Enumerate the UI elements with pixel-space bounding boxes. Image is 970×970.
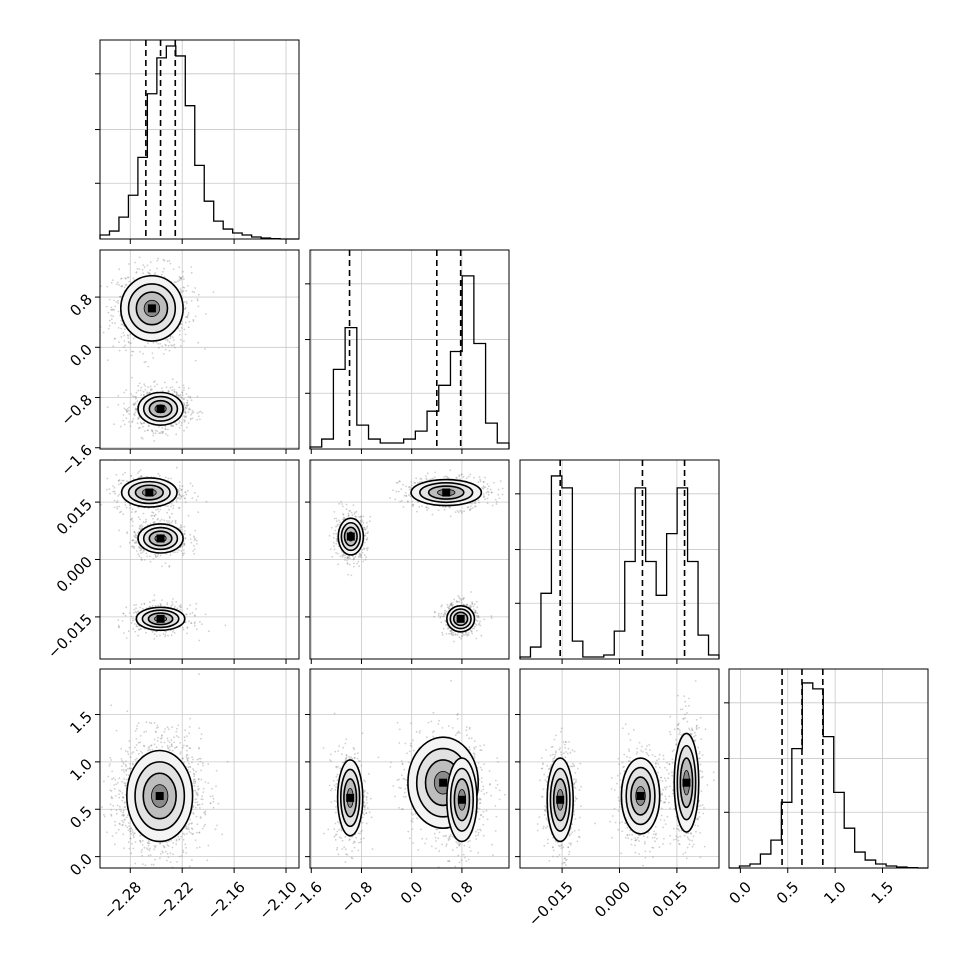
x-tick-label-2-2: 0.015 (649, 878, 692, 921)
x-tick-label-3-0: 0.0 (726, 878, 756, 908)
y-tick-label-1-1: −0.8 (58, 391, 96, 429)
density-peak-3-2-2 (682, 778, 691, 787)
density-peak-2-1-2 (456, 614, 465, 623)
histogram-2 (519, 475, 720, 659)
y-tick-label-2-2: 0.015 (53, 495, 96, 538)
panel-3-3 (724, 668, 929, 873)
density-peak-3-1-2 (457, 795, 466, 804)
density-peak-2-1-1 (346, 532, 355, 541)
y-tick-label-3-3: 1.5 (66, 708, 96, 738)
density-peak-2-1-0 (442, 488, 451, 497)
histogram-1 (309, 275, 510, 449)
x-tick-label-3-1: 0.5 (773, 878, 803, 908)
panel-1-1 (305, 249, 510, 454)
x-tick-label-3-3: 1.5 (868, 878, 898, 908)
panel-0-0 (95, 39, 300, 244)
y-tick-label-1-2: 0.0 (66, 341, 96, 371)
density-peak-2-0-1 (156, 534, 165, 543)
y-tick-label-3-1: 0.5 (66, 803, 96, 833)
panel-2-1 (305, 459, 510, 664)
panel-3-1 (305, 668, 510, 873)
x-tick-label-1-1: −0.8 (338, 878, 376, 916)
density-peak-1-0-0 (147, 304, 156, 313)
density-peak-3-2-1 (636, 791, 645, 800)
density-peak-3-1-0 (346, 793, 355, 802)
panel-2-0 (95, 459, 300, 664)
density-peak-2-0-0 (145, 488, 154, 497)
x-tick-label-1-3: 0.8 (447, 878, 477, 908)
x-tick-label-0-1: −2.22 (152, 878, 197, 923)
x-tick-label-2-0: −0.015 (525, 878, 577, 930)
x-tick-label-0-0: −2.28 (100, 878, 145, 923)
y-tick-label-3-0: 0.0 (66, 850, 96, 880)
x-tick-label-2-1: 0.000 (591, 878, 634, 921)
x-tick-label-3-2: 1.0 (820, 878, 850, 908)
density-peak-2-0-2 (156, 614, 165, 623)
y-tick-label-3-2: 1.0 (66, 755, 96, 785)
histogram-0 (99, 45, 299, 240)
y-tick-label-2-1: 0.000 (53, 553, 96, 596)
density-peak-3-1-1 (439, 778, 448, 787)
density-peak-3-2-0 (556, 795, 565, 804)
panel-1-0 (95, 249, 300, 454)
y-tick-label-2-0: −0.015 (44, 610, 96, 662)
histogram-3 (729, 682, 928, 869)
x-tick-label-1-2: 0.0 (397, 878, 427, 908)
y-tick-label-1-0: −1.6 (58, 441, 96, 479)
x-tick-label-0-2: −2.16 (204, 878, 249, 923)
y-tick-label-1-3: 0.8 (66, 290, 96, 320)
panel-3-0 (95, 668, 300, 873)
density-peak-3-0-0 (155, 791, 164, 800)
panel-3-2 (515, 668, 720, 873)
density-peak-1-0-1 (156, 404, 165, 413)
panel-2-2 (515, 459, 720, 664)
